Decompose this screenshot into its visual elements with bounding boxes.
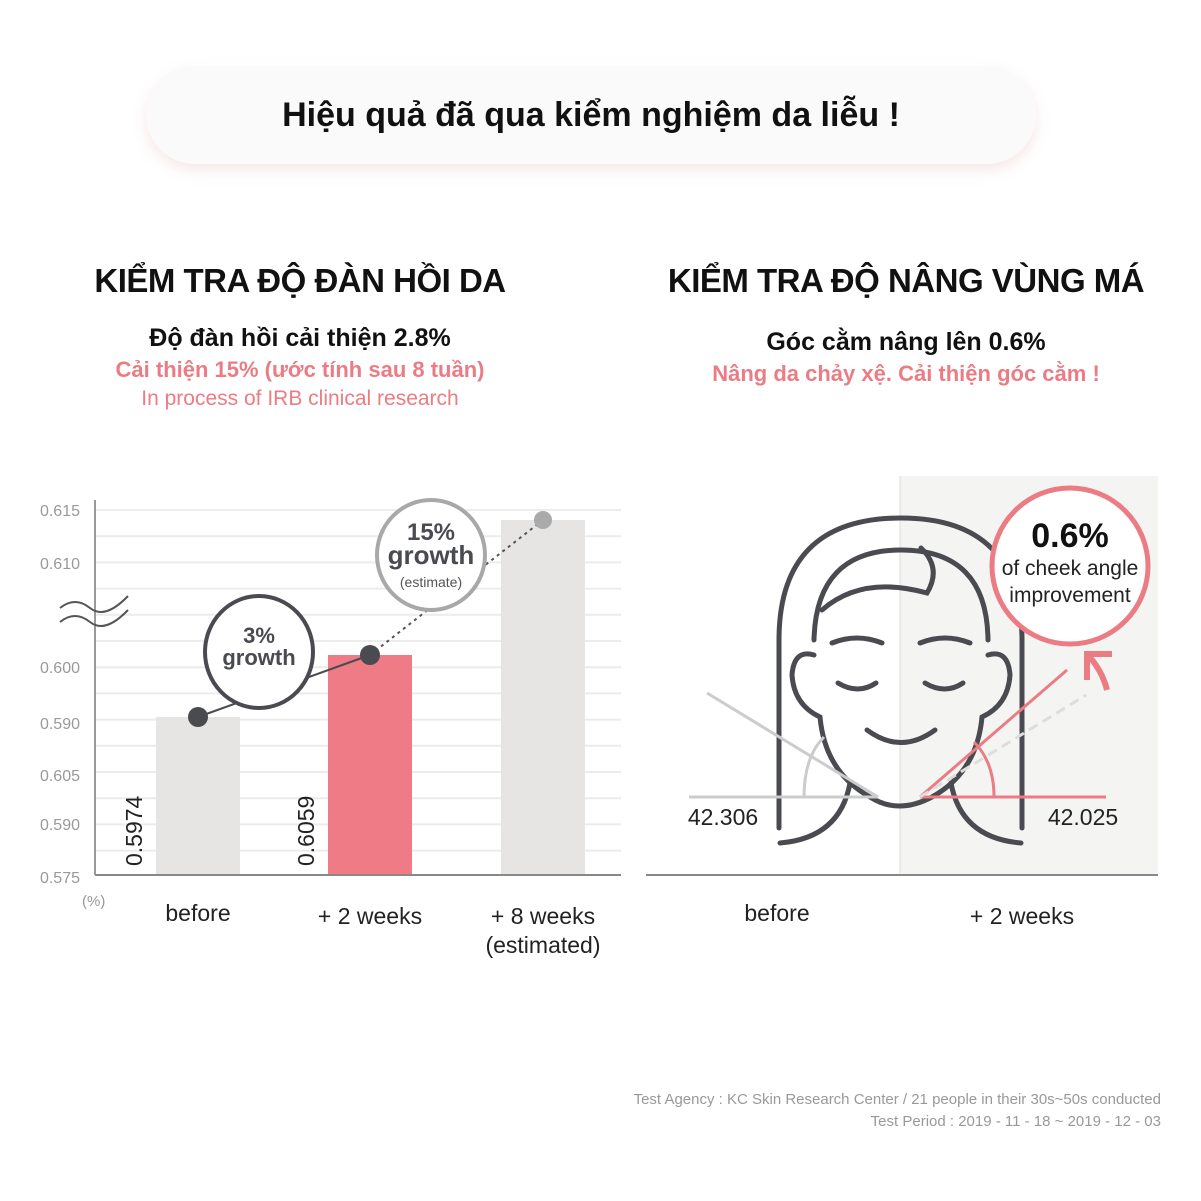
elasticity-heading: KIỂM TRA ĐỘ ĐÀN HỒI DA <box>94 262 506 299</box>
x-category-label: + 8 weeks <box>491 903 595 929</box>
lift-subtitle: Góc cằm nâng lên 0.6% <box>766 328 1046 356</box>
before-angle <box>689 691 879 799</box>
svg-text:3%: 3% <box>243 623 275 648</box>
label-before: before <box>744 900 809 926</box>
point-8weeks <box>534 511 552 529</box>
title-banner: Hiệu quả đã qua kiểm nghiệm da liễu ! <box>146 66 1036 164</box>
y-tick-label: 0.610 <box>40 556 80 573</box>
x-category-label: before <box>165 900 230 926</box>
point-2weeks <box>360 645 380 665</box>
svg-text:0.6%: 0.6% <box>1031 517 1109 555</box>
bar-value-label: 0.5974 <box>121 795 147 866</box>
y-tick-label: 0.575 <box>40 870 80 887</box>
lift-note: Nâng da chảy xệ. Cải thiện góc cằm ! <box>712 361 1100 386</box>
svg-text:growth: growth <box>388 540 475 570</box>
test-period: Test Period : 2019 - 11 - 18 ~ 2019 - 12… <box>870 1113 1161 1130</box>
y-tick-label: 0.590 <box>40 817 80 834</box>
test-agency: Test Agency : KC Skin Research Center / … <box>633 1091 1161 1108</box>
bar-3 <box>501 520 585 874</box>
svg-text:improvement: improvement <box>1009 584 1131 607</box>
point-before <box>188 707 208 727</box>
svg-text:of cheek angle: of cheek angle <box>1002 557 1139 580</box>
lift-arrow-icon <box>1084 651 1112 691</box>
lift-section-header: KIỂM TRA ĐỘ NÂNG VÙNG MÁ Góc cằm nâng lê… <box>646 262 1166 387</box>
elasticity-note: Cải thiện 15% (ước tính sau 8 tuần) <box>115 357 485 382</box>
svg-text:15%: 15% <box>407 519 455 546</box>
elasticity-section-header: KIỂM TRA ĐỘ ĐÀN HỒI DA Độ đàn hồi cải th… <box>60 262 540 411</box>
irb-note: In process of IRB clinical research <box>141 387 459 410</box>
estimate-line <box>369 519 544 656</box>
x-category-label: + 2 weeks <box>318 903 422 929</box>
bar-1 <box>156 717 240 874</box>
x-category-label: (estimated) <box>485 932 600 958</box>
svg-text:growth: growth <box>222 645 295 670</box>
lift-heading: KIỂM TRA ĐỘ NÂNG VÙNG MÁ <box>667 262 1145 299</box>
improvement-badge: 0.6% of cheek angle improvement <box>989 485 1151 647</box>
svg-text:(estimate): (estimate) <box>400 574 462 590</box>
y-unit-label: (%) <box>82 893 105 910</box>
y-tick-label: 0.615 <box>40 503 80 520</box>
before-angle-value: 42.306 <box>688 804 758 830</box>
after-angle <box>919 668 1106 799</box>
annotation-3-percent: 3% growth <box>203 594 315 710</box>
label-2-weeks: + 2 weeks <box>970 903 1074 929</box>
bar-value-label: 0.6059 <box>293 796 319 866</box>
y-tick-label: 0.600 <box>40 660 80 677</box>
y-tick-label: 0.590 <box>40 716 80 733</box>
elasticity-subtitle: Độ đàn hồi cải thiện 2.8% <box>149 324 451 352</box>
after-angle-value: 42.025 <box>1048 804 1118 830</box>
annotation-15-percent: 15% growth (estimate) <box>375 498 487 612</box>
axis-break-icon <box>59 595 129 627</box>
footer-notes: Test Agency : KC Skin Research Center / … <box>634 1089 1161 1133</box>
bar-2 <box>328 655 412 874</box>
y-tick-label: 0.605 <box>40 768 80 785</box>
banner-title: Hiệu quả đã qua kiểm nghiệm da liễu ! <box>282 95 900 134</box>
